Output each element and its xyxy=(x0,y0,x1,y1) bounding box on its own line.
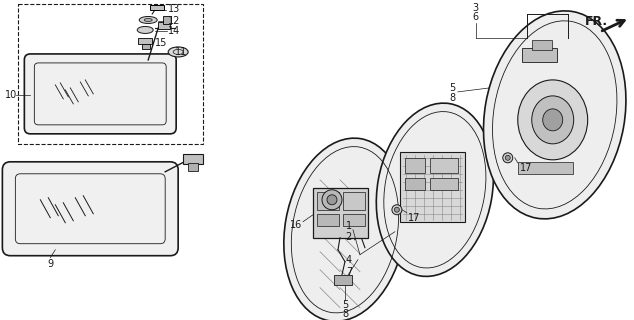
Text: 12: 12 xyxy=(168,16,181,26)
Bar xyxy=(142,44,150,49)
Ellipse shape xyxy=(144,19,152,21)
Text: 8: 8 xyxy=(450,93,456,103)
Bar xyxy=(150,5,164,10)
Bar xyxy=(405,158,425,173)
Ellipse shape xyxy=(394,207,399,212)
Ellipse shape xyxy=(543,109,563,131)
Bar xyxy=(183,154,203,164)
Ellipse shape xyxy=(139,17,157,23)
Text: 8: 8 xyxy=(342,308,348,319)
Text: 11: 11 xyxy=(175,47,188,57)
FancyBboxPatch shape xyxy=(24,54,176,134)
Bar xyxy=(317,214,339,226)
Text: 14: 14 xyxy=(168,26,181,36)
Text: 9: 9 xyxy=(48,259,53,269)
Ellipse shape xyxy=(377,103,493,276)
Bar xyxy=(163,16,171,24)
Ellipse shape xyxy=(322,190,342,210)
Text: 1: 1 xyxy=(346,221,352,231)
Ellipse shape xyxy=(327,195,337,205)
Bar xyxy=(188,163,198,171)
Bar xyxy=(158,22,170,29)
Text: 7: 7 xyxy=(346,267,352,277)
Bar xyxy=(405,178,425,190)
Ellipse shape xyxy=(518,80,588,160)
Ellipse shape xyxy=(137,27,153,34)
Text: 13: 13 xyxy=(168,4,181,14)
Text: 3: 3 xyxy=(473,3,479,13)
Bar xyxy=(430,158,458,173)
Bar xyxy=(522,48,557,62)
Text: FR.: FR. xyxy=(585,15,608,28)
Ellipse shape xyxy=(503,153,513,163)
Bar xyxy=(343,192,365,210)
Text: 10: 10 xyxy=(5,90,18,100)
Bar xyxy=(317,192,339,210)
Text: 6: 6 xyxy=(473,12,479,22)
Text: 4: 4 xyxy=(346,255,352,265)
Ellipse shape xyxy=(484,11,626,219)
Text: 16: 16 xyxy=(290,220,302,230)
Text: 5: 5 xyxy=(342,300,348,310)
Ellipse shape xyxy=(532,96,574,144)
Text: 15: 15 xyxy=(155,38,167,48)
Ellipse shape xyxy=(392,205,402,215)
Bar xyxy=(518,162,573,174)
Bar xyxy=(400,152,465,222)
Bar xyxy=(430,178,458,190)
FancyBboxPatch shape xyxy=(3,162,178,256)
Ellipse shape xyxy=(168,47,188,57)
Text: 17: 17 xyxy=(520,163,532,173)
Text: 2: 2 xyxy=(346,232,352,242)
Bar xyxy=(343,214,365,226)
Bar xyxy=(138,38,152,44)
Bar xyxy=(18,4,203,144)
Text: 17: 17 xyxy=(408,213,420,223)
Text: 5: 5 xyxy=(450,83,456,93)
Bar xyxy=(334,275,352,285)
Ellipse shape xyxy=(505,155,510,160)
Bar xyxy=(532,40,552,50)
Ellipse shape xyxy=(284,138,406,320)
Bar xyxy=(313,188,368,238)
